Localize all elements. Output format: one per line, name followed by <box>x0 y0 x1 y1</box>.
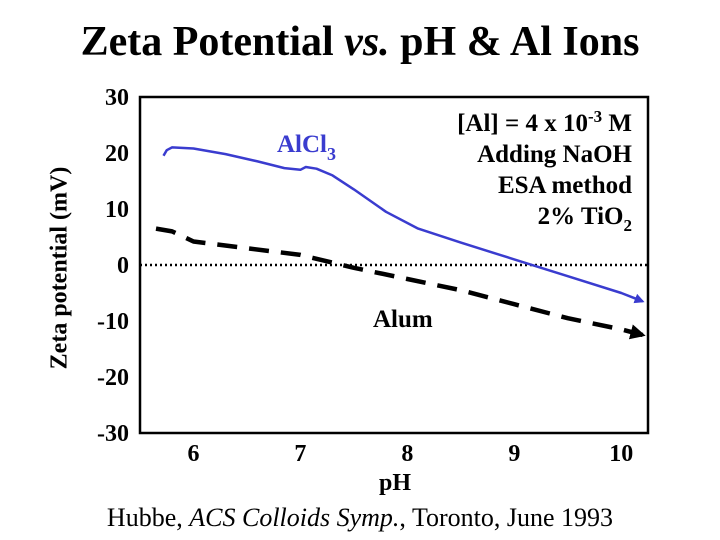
series-line-alum <box>155 226 646 340</box>
y-tick-label: 0 <box>117 253 129 279</box>
citation: Hubbe, ACS Colloids Symp., Toronto, June… <box>106 503 614 532</box>
annotation-line: Adding NaOH <box>477 141 632 168</box>
y-tick-label: 30 <box>105 85 129 111</box>
y-tick-label: 20 <box>105 141 129 167</box>
chart-title: Zeta Potential vs. pH & Al Ions <box>80 19 640 65</box>
series-label-alum: Alum <box>373 306 433 333</box>
y-tick-label: 10 <box>105 197 129 223</box>
y-axis-label: Zeta potential (mV) <box>46 166 73 370</box>
y-tick-label: -20 <box>97 365 129 391</box>
x-axis-label: pH <box>378 470 412 496</box>
y-tick-label: -10 <box>97 309 129 335</box>
x-tick-label: 6 <box>187 441 199 467</box>
series-label-alcl3: AlCl3 <box>277 131 336 164</box>
x-tick-label: 9 <box>508 441 520 467</box>
x-tick-label: 8 <box>401 441 413 467</box>
series-line-alcl3 <box>162 146 645 304</box>
annotation-line: [Al] = 4 x 10-3 M <box>457 107 632 137</box>
annotation-line: ESA method <box>498 172 632 199</box>
x-tick-label: 7 <box>294 441 306 467</box>
annotation-line: 2% TiO2 <box>538 203 632 235</box>
y-tick-label: -30 <box>97 421 129 447</box>
x-tick-label: 10 <box>609 441 633 467</box>
